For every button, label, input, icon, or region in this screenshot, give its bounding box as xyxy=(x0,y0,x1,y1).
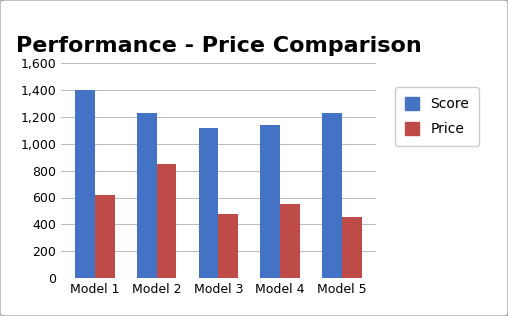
Bar xyxy=(218,214,238,278)
Title: Performance - Price Comparison: Performance - Price Comparison xyxy=(16,36,421,56)
Bar xyxy=(261,125,280,278)
Bar xyxy=(322,113,342,278)
Bar xyxy=(280,204,300,278)
Bar xyxy=(75,90,95,278)
Bar xyxy=(137,113,157,278)
Legend: Score, Price: Score, Price xyxy=(395,87,479,146)
Bar xyxy=(199,128,218,278)
Bar xyxy=(157,164,176,278)
Bar xyxy=(95,196,115,278)
Bar xyxy=(342,217,362,278)
